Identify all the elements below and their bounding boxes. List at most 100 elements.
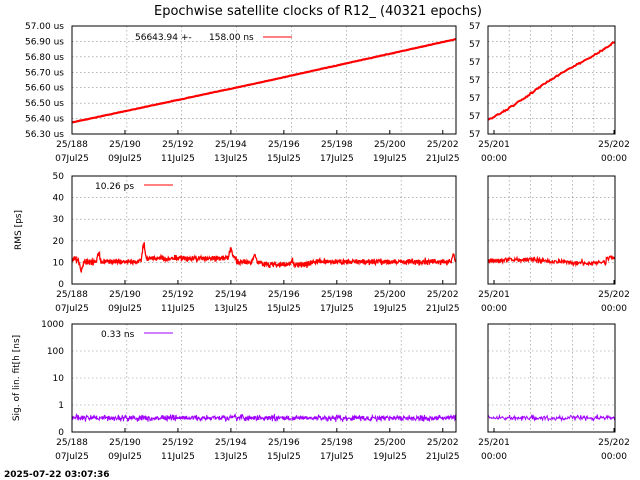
x-axis-tick-label: 07Jul25 [55,154,89,164]
x-axis-tick-label: 25/196 [268,438,300,448]
clock-zoom-y-axis-tick-label: 57 [469,112,480,122]
zoom-x-axis-tick-label: 25/202 [598,438,630,448]
zoom-x-axis-tick-label: 25/201 [478,290,510,300]
x-axis-tick-label: 25/196 [268,140,300,150]
x-axis-tick-label: 25/194 [215,140,247,150]
sigma-zoom-series-line [487,413,616,423]
sigma-series-line [71,412,457,423]
x-axis-tick-label: 25/194 [215,438,247,448]
zoom-x-axis-tick-label: 00:00 [601,452,627,462]
rms-y-axis-tick-label: 20 [53,237,65,247]
clock-zoom-frame [487,25,616,135]
x-axis-tick-label: 11Jul25 [161,304,195,314]
clock-plot-frame [71,25,457,135]
clock-zoom-y-axis-tick-label: 57 [469,94,480,104]
zoom-x-axis-tick-label: 00:00 [481,154,507,164]
rms-y-axis-tick-label: 40 [53,194,65,204]
zoom-x-axis-tick-label: 00:00 [601,154,627,164]
x-axis-tick-label: 13Jul25 [214,452,248,462]
rms-panel: 50 40 30 20 10 0 25/188 07Jul25 25/190 09Jul25 25… [14,172,460,314]
x-axis-tick-label: 21Jul25 [426,154,460,164]
rms-y-axis-tick-label: 30 [53,215,65,225]
x-axis-tick-label: 25/202 [427,438,459,448]
clock-legend-sep: +- [181,33,192,43]
rms-axis-label: RMS [ps] [14,210,24,250]
x-axis-tick-label: 25/192 [162,438,194,448]
x-axis-tick-label: 13Jul25 [214,154,248,164]
x-axis-tick-label: 15Jul25 [267,452,301,462]
clock-y-axis-tick-label: 56.90 us [25,37,64,47]
x-axis-tick-label: 17Jul25 [320,154,354,164]
x-axis-tick-label: 25/202 [427,290,459,300]
x-axis-tick-label: 09Jul25 [108,452,142,462]
x-axis-tick-label: 25/194 [215,290,247,300]
x-axis-tick-label: 07Jul25 [55,452,89,462]
x-axis-tick-label: 09Jul25 [108,154,142,164]
x-axis-tick-label: 21Jul25 [426,304,460,314]
clock-y-axis-tick-label: 56.30 us [25,130,64,140]
zoom-x-axis-tick-label: 25/202 [598,290,630,300]
clock-y-axis-tick-label: 56.70 us [25,68,64,78]
sigma-y-axis-tick-label: 10 [53,374,65,384]
sigma-zoom-frame [487,323,616,433]
x-axis-tick-label: 25/200 [374,438,406,448]
x-axis-tick-label: 25/192 [162,290,194,300]
rms-y-axis-tick-label: 50 [53,172,65,182]
rms-y-axis-tick-label: 0 [58,280,64,290]
sigma-y-axis-tick-label: 0 [58,428,64,438]
zoom-x-axis-tick-label: 00:00 [481,452,507,462]
clock-y-axis-tick-label: 56.80 us [25,53,64,63]
rms-y-axis-tick-label: 10 [53,258,65,268]
clock-zoom-y-axis-tick-label: 57 [469,22,480,32]
x-axis-tick-label: 19Jul25 [373,452,407,462]
rms-plot-frame [71,175,457,285]
chart-title: Epochwise satellite clocks of R12_ (4032… [154,4,482,19]
clock-legend: 56643.94 +- 158.00 ns [135,33,292,43]
x-axis-tick-label: 21Jul25 [426,452,460,462]
sigma-plot-frame [71,323,457,433]
x-axis-tick-label: 25/190 [109,290,141,300]
rms-zoom-series-line [487,254,616,268]
x-axis-tick-label: 09Jul25 [108,304,142,314]
x-axis-tick-label: 25/198 [321,290,353,300]
x-axis-tick-label: 07Jul25 [55,304,89,314]
clock-series-line [71,37,457,124]
x-axis-tick-label: 15Jul25 [267,304,301,314]
clock-legend-sigma: 158.00 ns [209,33,254,43]
x-axis-tick-label: 25/192 [162,140,194,150]
x-axis-tick-label: 25/198 [321,140,353,150]
clock-legend-value: 56643.94 [135,33,178,43]
zoom-x-axis-tick-label: 25/201 [478,438,510,448]
x-axis-tick-label: 25/200 [374,140,406,150]
x-axis-tick-label: 25/202 [427,140,459,150]
x-axis-tick-label: 11Jul25 [161,452,195,462]
sigma-axis-label: Sig. of lin. fit[h [ns] [12,335,22,421]
sigma-y-axis-tick-label: 1000 [41,320,64,330]
x-axis-tick-label: 11Jul25 [161,154,195,164]
rms-legend-value: 10.26 ps [95,182,134,192]
clock-zoom-y-axis-tick-label: 57 [469,130,480,140]
clock-zoom-y-axis-tick-label: 57 [469,58,480,68]
zoom-x-axis-tick-label: 25/201 [478,140,510,150]
sigma-legend: 0.33 ns [101,330,173,340]
clock-y-axis-tick-label: 57.00 us [25,22,64,32]
clock-zoom-y-axis-tick-label: 57 [469,76,480,86]
rms-zoom-frame [487,175,616,285]
sigma-y-axis-tick-label: 1 [58,401,64,411]
sigma-y-axis-tick-label: 100 [47,347,64,357]
rms-series-line [71,242,457,273]
clock-zoom-y-axis-tick-label: 57 [469,40,480,50]
x-axis-tick-label: 25/190 [109,438,141,448]
zoom-x-axis-tick-label: 00:00 [601,304,627,314]
x-axis-tick-label: 25/188 [56,438,88,448]
rms-zoom-panel: 25/201 00:00 25/202 00:00 [478,175,630,314]
x-axis-tick-label: 19Jul25 [373,304,407,314]
x-axis-tick-label: 17Jul25 [320,452,354,462]
x-axis-tick-label: 25/196 [268,290,300,300]
x-axis-tick-label: 25/188 [56,290,88,300]
x-axis-tick-label: 15Jul25 [267,154,301,164]
clock-y-axis-tick-label: 56.60 us [25,84,64,94]
zoom-x-axis-tick-label: 25/202 [598,140,630,150]
